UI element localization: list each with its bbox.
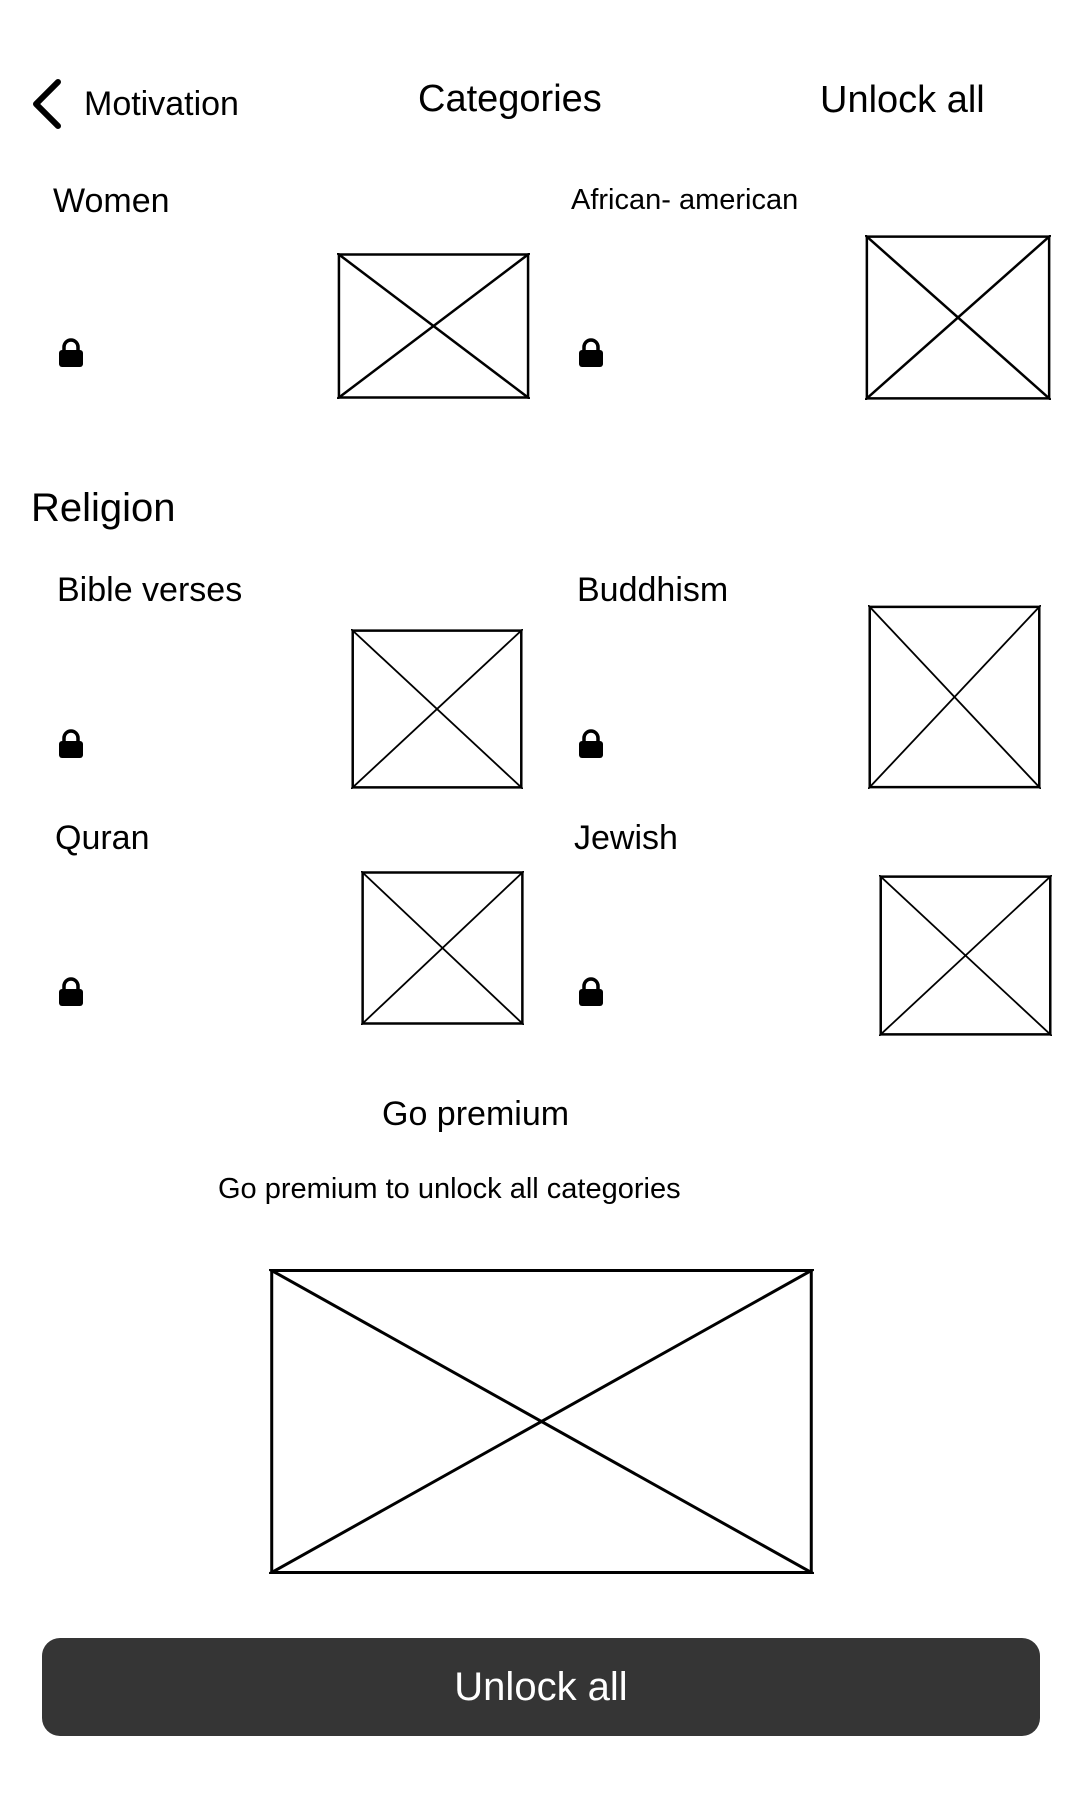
category-label: African- american — [571, 184, 799, 216]
lock-icon — [578, 729, 604, 759]
lock-icon — [58, 977, 84, 1007]
section-title-religion: Religion — [31, 486, 176, 530]
image-placeholder-icon — [337, 253, 530, 399]
premium-subtitle: Go premium to unlock all categories — [218, 1173, 681, 1205]
category-label: Quran — [55, 819, 150, 857]
premium-title: Go premium — [382, 1095, 570, 1133]
chevron-left-icon — [28, 78, 64, 130]
page-title: Categories — [418, 78, 602, 120]
lock-icon — [58, 729, 84, 759]
lock-icon — [58, 338, 84, 368]
category-label: Jewish — [574, 819, 678, 857]
image-placeholder-icon — [868, 605, 1041, 789]
lock-icon — [578, 977, 604, 1007]
category-label: Buddhism — [577, 571, 729, 609]
premium-image-placeholder-icon — [269, 1269, 814, 1574]
category-label: Bible verses — [57, 571, 243, 609]
lock-icon — [578, 338, 604, 368]
image-placeholder-icon — [879, 875, 1052, 1036]
category-label: Women — [53, 182, 170, 220]
unlock-all-button[interactable]: Unlock all — [42, 1638, 1040, 1736]
unlock-all-link[interactable]: Unlock all — [820, 79, 985, 121]
back-label: Motivation — [84, 85, 239, 123]
image-placeholder-icon — [351, 629, 523, 789]
back-button[interactable]: Motivation — [28, 76, 248, 132]
image-placeholder-icon — [361, 871, 524, 1025]
image-placeholder-icon — [865, 235, 1051, 400]
